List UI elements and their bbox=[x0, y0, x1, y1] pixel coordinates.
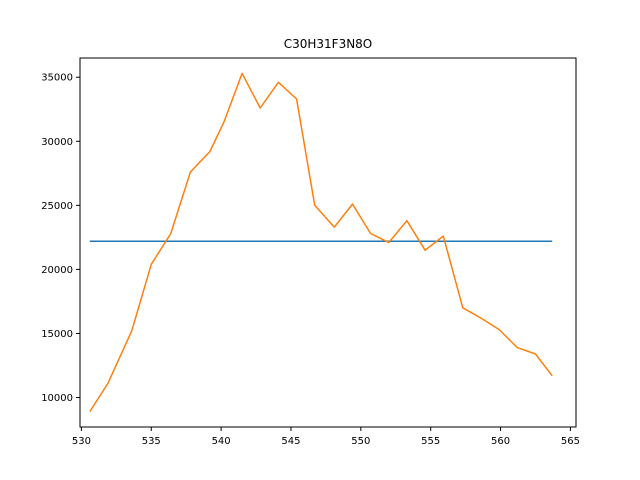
y-tick-label: 25000 bbox=[41, 201, 73, 212]
x-tick-label: 540 bbox=[212, 436, 231, 447]
x-axis-ticks: 530 535 540 545 550 555 560 565 bbox=[72, 427, 580, 447]
x-tick-label: 560 bbox=[491, 436, 510, 447]
x-tick-label: 565 bbox=[561, 436, 580, 447]
x-tick-label: 530 bbox=[72, 436, 91, 447]
x-tick-label: 550 bbox=[351, 436, 370, 447]
y-axis-ticks: 10000 15000 20000 25000 30000 35000 bbox=[41, 73, 80, 404]
y-tick-label: 20000 bbox=[41, 265, 73, 276]
y-tick-label: 30000 bbox=[41, 137, 73, 148]
y-tick-label: 10000 bbox=[41, 393, 73, 404]
y-tick-label: 15000 bbox=[41, 329, 73, 340]
series-line-2 bbox=[89, 72, 553, 413]
series-layer bbox=[89, 72, 553, 413]
x-tick-label: 555 bbox=[421, 436, 440, 447]
x-tick-label: 545 bbox=[281, 436, 300, 447]
x-tick-label: 535 bbox=[142, 436, 161, 447]
y-tick-label: 35000 bbox=[41, 73, 73, 84]
plot-area-frame bbox=[79, 57, 577, 428]
chart-title: C30H31F3N8O bbox=[284, 37, 373, 51]
